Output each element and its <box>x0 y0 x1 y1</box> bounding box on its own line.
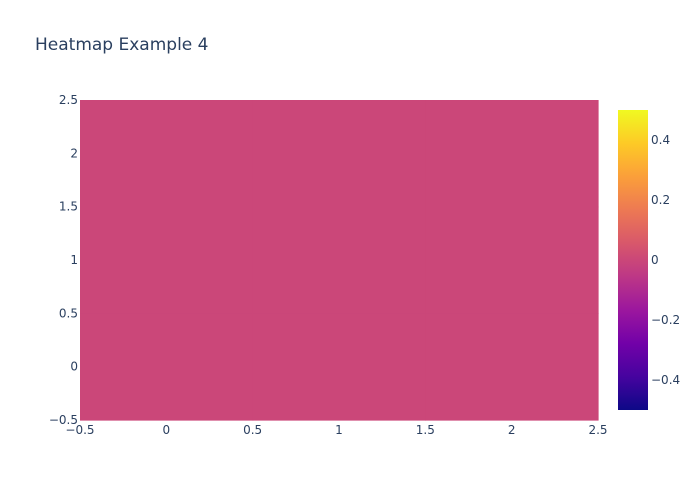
colorbar-tick-label: −0.2 <box>651 313 680 327</box>
chart-title: Heatmap Example 4 <box>35 35 208 55</box>
heatmap-cell-2-0 <box>80 100 254 208</box>
heatmap-cell-1-1 <box>252 206 426 314</box>
heatmap-cell-2-1 <box>252 100 426 208</box>
heatmap-cell-0-0 <box>80 313 254 421</box>
colorbar-tick-label: 0.2 <box>651 193 670 207</box>
x-tick-label: 1 <box>335 423 343 437</box>
colorbar-tick-label: 0.4 <box>651 133 670 147</box>
heatmap-cell-2-2 <box>425 100 599 208</box>
x-tick-label: −0.5 <box>65 423 94 437</box>
y-tick-label: 2.5 <box>59 93 78 107</box>
y-tick-label: 0.5 <box>59 306 78 320</box>
heatmap-cell-1-0 <box>80 206 254 314</box>
y-axis-ticks: −0.5 0 0.5 1 1.5 2 2.5 <box>49 93 78 427</box>
x-axis-ticks: −0.5 0 0.5 1 1.5 2 2.5 <box>65 423 607 437</box>
colorbar-tick-label: −0.4 <box>651 373 680 387</box>
heatmap-cell-1-2 <box>425 206 599 314</box>
y-tick-label: −0.5 <box>49 413 78 427</box>
x-tick-label: 0 <box>163 423 171 437</box>
colorbar-tick-label: 0 <box>651 253 659 267</box>
heatmap-cell-0-1 <box>252 313 426 421</box>
y-tick-label: 0 <box>70 360 78 374</box>
x-tick-label: 2 <box>508 423 516 437</box>
x-tick-label: 2.5 <box>588 423 607 437</box>
heatmap-cells <box>80 100 599 421</box>
y-tick-label: 1.5 <box>59 200 78 214</box>
colorbar <box>618 110 648 410</box>
y-tick-label: 2 <box>70 146 78 160</box>
x-tick-label: 1.5 <box>416 423 435 437</box>
colorbar-ticks: −0.4 −0.2 0 0.2 0.4 <box>651 133 680 387</box>
heatmap-cell-0-2 <box>425 313 599 421</box>
y-tick-label: 1 <box>70 253 78 267</box>
x-tick-label: 0.5 <box>243 423 262 437</box>
